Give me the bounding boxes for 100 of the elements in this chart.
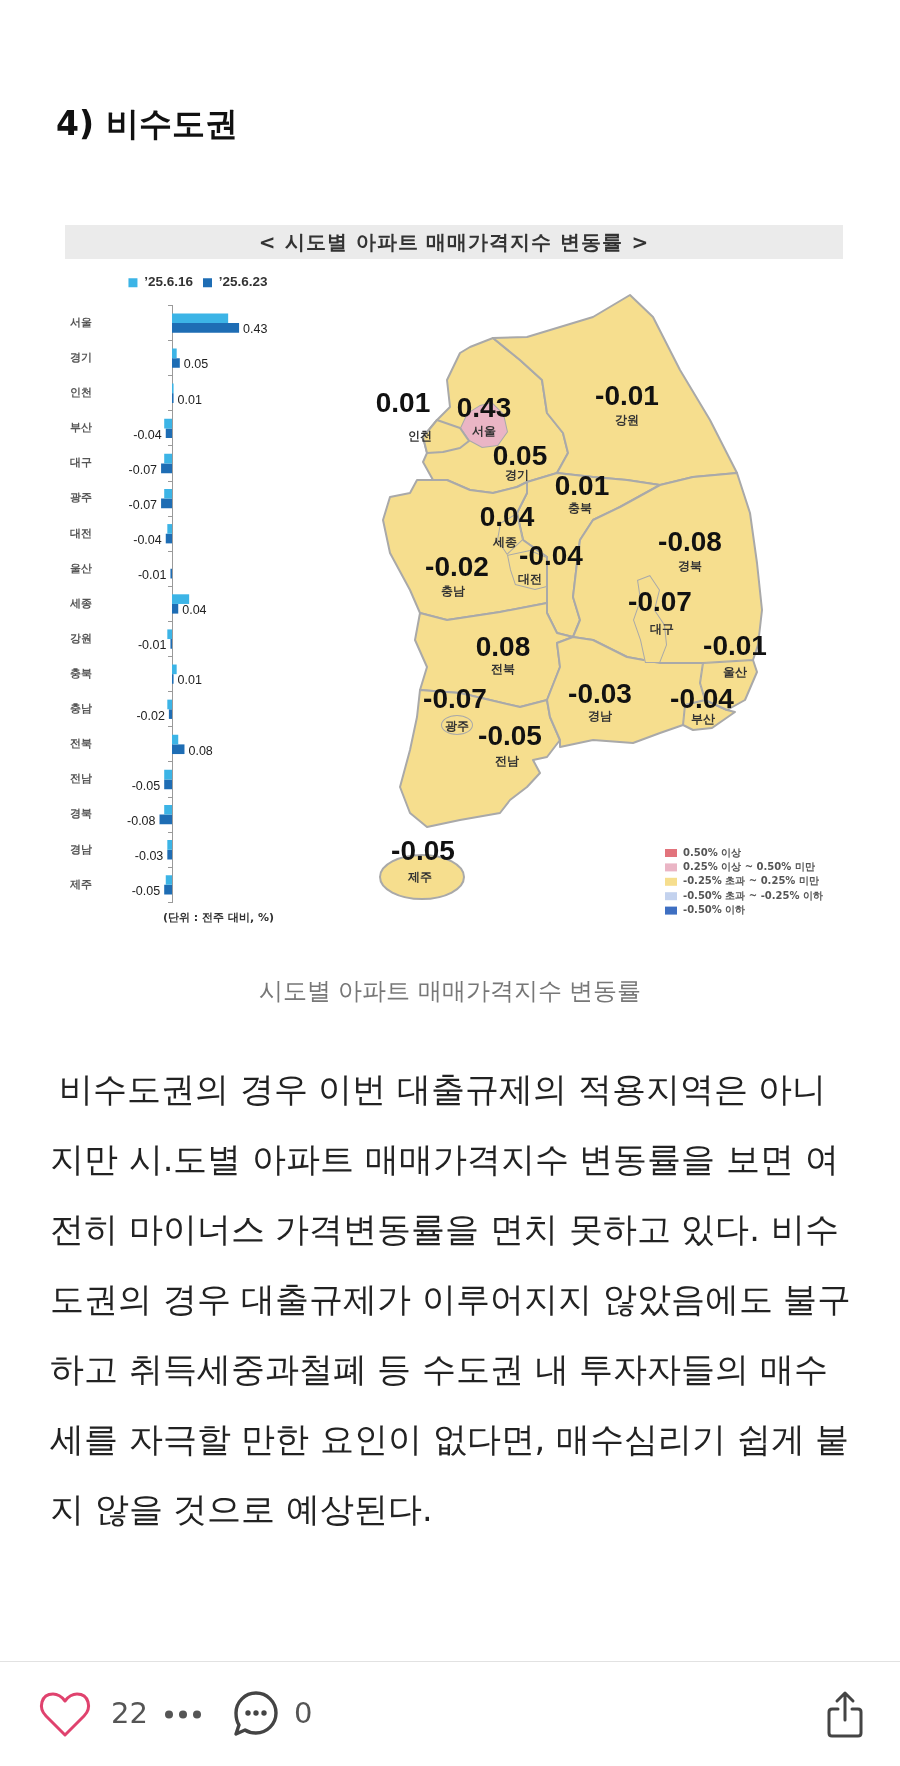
bar: [165, 428, 172, 439]
bar: [164, 488, 172, 499]
category-label: 경남: [588, 709, 612, 724]
data-label: -0.01: [703, 629, 767, 661]
data-label: -0.01: [137, 638, 167, 653]
legend-label: ’25.6.23: [218, 274, 269, 290]
y-tick-label: 세종: [69, 596, 92, 610]
category-label: 대구: [650, 622, 674, 637]
data-label: -0.07: [628, 585, 692, 617]
category-label: 대전: [518, 572, 542, 587]
y-tick-label: 인천: [70, 386, 92, 400]
y-tick-label: 충남: [70, 702, 92, 716]
text: 22: [111, 1696, 148, 1730]
legend-label: ’25.6.16: [144, 274, 194, 290]
data-label: 0.01: [177, 392, 202, 407]
text: 4) 비수도권: [56, 103, 238, 145]
y-tick-label: 충북: [70, 667, 92, 681]
data-label: -0.05: [131, 778, 161, 793]
y-tick-label: 전북: [70, 737, 92, 751]
data-label: -0.07: [128, 497, 158, 512]
bar: [167, 629, 172, 640]
bar: [172, 744, 185, 755]
y-tick-label: 대구: [70, 456, 92, 470]
category-label: 충남: [441, 584, 465, 599]
text: (단위 : 전주 대비, %): [163, 910, 274, 926]
category-label: 전남: [495, 754, 519, 769]
data-label: 0.04: [479, 500, 535, 532]
data-label: 0.43: [456, 391, 512, 423]
bar: [172, 323, 240, 333]
data-label: 0.01: [375, 386, 431, 418]
text: 비수도권의 경우 이번 대출규제의 적용지역은 아니지만 시.도별 아파트 매매가격지수 변동률을 보면 여전히 마이너스 가격변동률을 면치 못하고 있다. 비수도권의 경우 대출규제가 이루어지지 않았음에도 불구하고 취득세중과철폐 등 수도권 내 투자자들의 매수세를 자극할 만한 요인이 없다면, 매수심리기 쉽게 붙지 않을 것으로 예상된다.: [50, 1069, 853, 1531]
text: 0: [294, 1696, 313, 1730]
bar: [172, 594, 190, 604]
bar: [164, 779, 172, 790]
bar: [167, 840, 172, 850]
bar: [164, 884, 172, 895]
data-label: -0.05: [131, 884, 161, 899]
bar: [165, 533, 172, 544]
data-label: -0.04: [519, 539, 584, 571]
y-tick-label: 경기: [70, 351, 92, 365]
category-label: 부산: [691, 712, 715, 727]
y-tick-label: 경북: [70, 807, 92, 821]
category-label: 강원: [615, 413, 639, 428]
y-tick-label: 울산: [70, 561, 92, 575]
text: 시도별 아파트 매매가격지수 변동률: [258, 976, 642, 1006]
category-label: 충북: [568, 501, 592, 516]
category-label: 인천: [408, 429, 432, 444]
bar: [164, 418, 172, 429]
data-label: -0.05: [478, 719, 542, 751]
data-label: -0.03: [134, 849, 164, 864]
bar: [164, 453, 172, 464]
bar: [159, 814, 172, 825]
bar: [164, 769, 172, 780]
data-label: -0.08: [658, 525, 722, 557]
y-tick-label: 경남: [70, 842, 92, 856]
legend-label: -0.50% 이하: [683, 904, 746, 916]
bar: [165, 875, 172, 885]
data-label: -0.02: [425, 550, 489, 582]
category-label: 서울: [472, 424, 496, 439]
category-label: 전북: [491, 662, 515, 677]
y-tick-label: 강원: [70, 631, 92, 645]
bar: [167, 699, 172, 710]
bar: [161, 463, 172, 474]
text: < 시도별 아파트 매매가격지수 변동률 >: [258, 229, 650, 256]
data-label: -0.01: [595, 379, 659, 411]
bar: [172, 664, 177, 675]
category-label: 경북: [678, 559, 702, 574]
category-label: 울산: [723, 665, 747, 680]
bar: [172, 313, 229, 324]
y-tick-label: 제주: [69, 877, 92, 891]
legend-label: -0.50% 초과 ~ -0.25% 이하: [683, 889, 823, 901]
data-label: 0.04: [182, 603, 207, 618]
bar: [161, 498, 172, 509]
data-label: -0.07: [128, 462, 158, 477]
data-label: -0.04: [670, 682, 735, 714]
y-tick-label: 광주: [70, 491, 92, 505]
legend-label: -0.25% 초과 ~ 0.25% 미만: [683, 875, 819, 887]
bar: [167, 849, 172, 860]
data-label: 0.01: [177, 673, 202, 688]
data-label: 0.43: [243, 322, 268, 337]
bar: [167, 524, 172, 534]
data-label: -0.04: [133, 533, 162, 548]
y-tick-label: 서울: [70, 315, 92, 329]
data-label: -0.05: [391, 834, 455, 866]
bar: [172, 358, 180, 368]
data-label: -0.07: [423, 682, 487, 714]
data-label: -0.04: [133, 427, 162, 442]
legend-label: 0.25% 이상 ~ 0.50% 미만: [683, 860, 815, 872]
data-label: 0.08: [475, 630, 531, 662]
category-label: 제주: [407, 870, 432, 885]
legend-label: 0.50% 이상: [683, 846, 742, 858]
data-label: -0.02: [136, 708, 165, 723]
data-label: -0.03: [568, 677, 632, 709]
bar: [172, 734, 179, 745]
y-tick-label: 대전: [70, 526, 92, 540]
bar: [164, 804, 172, 815]
bar: [172, 348, 177, 359]
data-label: 0.08: [188, 743, 213, 758]
data-label: 0.05: [183, 357, 209, 372]
bar: [172, 603, 179, 614]
